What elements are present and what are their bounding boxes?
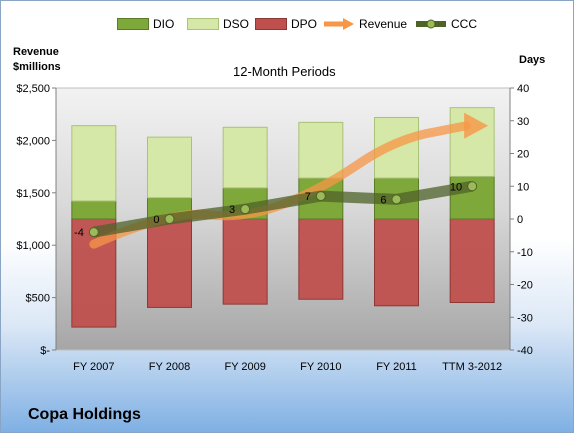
left-axis-title-line2: $millions (13, 61, 61, 73)
left-tick-label: $1,000 (16, 240, 50, 252)
legend-label-dso: DSO (223, 17, 250, 31)
legend-line-marker-icon (416, 19, 446, 29)
legend-item-revenue: Revenue (323, 15, 407, 33)
right-tick-label: -20 (517, 280, 533, 292)
legend-label-dpo: DPO (291, 17, 318, 31)
right-tick-label: 0 (517, 214, 523, 226)
x-tick-label: FY 2008 (149, 361, 190, 373)
right-tick-label: 10 (517, 181, 529, 193)
legend-item-ccc: CCC (415, 15, 477, 33)
x-tick-label: FY 2009 (224, 361, 265, 373)
legend-swatch-dpo (255, 18, 287, 30)
legend-label-ccc: CCC (451, 17, 477, 31)
ccc-point (391, 194, 402, 205)
dpo-bar (222, 218, 268, 305)
ccc-data-label: 7 (305, 191, 311, 203)
ccc-data-label: -4 (74, 227, 84, 239)
ccc-point (240, 204, 251, 215)
ccc-line (92, 180, 474, 238)
x-tick-label: FY 2007 (73, 361, 114, 373)
legend-item-dso: DSO (187, 15, 249, 33)
chart-subtitle: 12-Month Periods (233, 64, 336, 79)
right-axis-title: Days (519, 54, 546, 66)
legend-swatch-dio (117, 18, 149, 30)
dpo-bar (298, 218, 344, 300)
company-name: Copa Holdings (28, 406, 141, 423)
legend-item-dpo: DPO (255, 15, 317, 33)
legend-arrow-icon (324, 18, 354, 30)
left-tick-label: $2,000 (16, 135, 50, 147)
dio-bar (71, 200, 117, 220)
ccc-point (88, 227, 99, 238)
x-tick-label: FY 2010 (300, 361, 341, 373)
right-tick-label: 30 (517, 116, 529, 128)
ccc-data-label: 6 (380, 194, 386, 206)
left-tick-label: $- (40, 345, 50, 357)
dpo-bar (374, 218, 419, 307)
right-tick-label: -30 (517, 312, 533, 324)
dpo-bar (147, 218, 192, 308)
ccc-data-label: 3 (229, 204, 235, 216)
left-axis-title-line1: Revenue (13, 46, 59, 58)
x-tick-label: TTM 3-2012 (442, 361, 502, 373)
dso-bar (449, 107, 495, 177)
legend-item-dio: DIO (117, 15, 174, 33)
left-tick-label: $2,500 (16, 83, 50, 95)
left-tick-label: $500 (26, 293, 50, 305)
legend-label-dio: DIO (153, 17, 175, 31)
legend: DIO DSO DPO Revenue CCC (117, 15, 537, 33)
right-tick-label: -10 (517, 247, 533, 259)
right-tick-label: 40 (517, 83, 529, 95)
ccc-data-label: 10 (450, 181, 462, 193)
dso-bar (71, 125, 117, 202)
ccc-point (164, 214, 175, 224)
legend-label-revenue: Revenue (359, 17, 408, 31)
dso-bar (147, 136, 192, 199)
ccc-point (315, 191, 326, 202)
dso-bar (222, 126, 268, 189)
dso-bar (298, 121, 344, 179)
ccc-point (467, 181, 478, 192)
right-tick-label: -40 (517, 345, 533, 357)
revenue-arrow-head (464, 112, 489, 139)
ccc-data-label: 0 (153, 214, 159, 226)
legend-swatch-dso (187, 18, 219, 30)
left-tick-label: $1,500 (16, 188, 50, 200)
x-tick-label: FY 2011 (376, 361, 417, 373)
dpo-bar (449, 218, 495, 304)
right-tick-label: 20 (517, 149, 529, 161)
